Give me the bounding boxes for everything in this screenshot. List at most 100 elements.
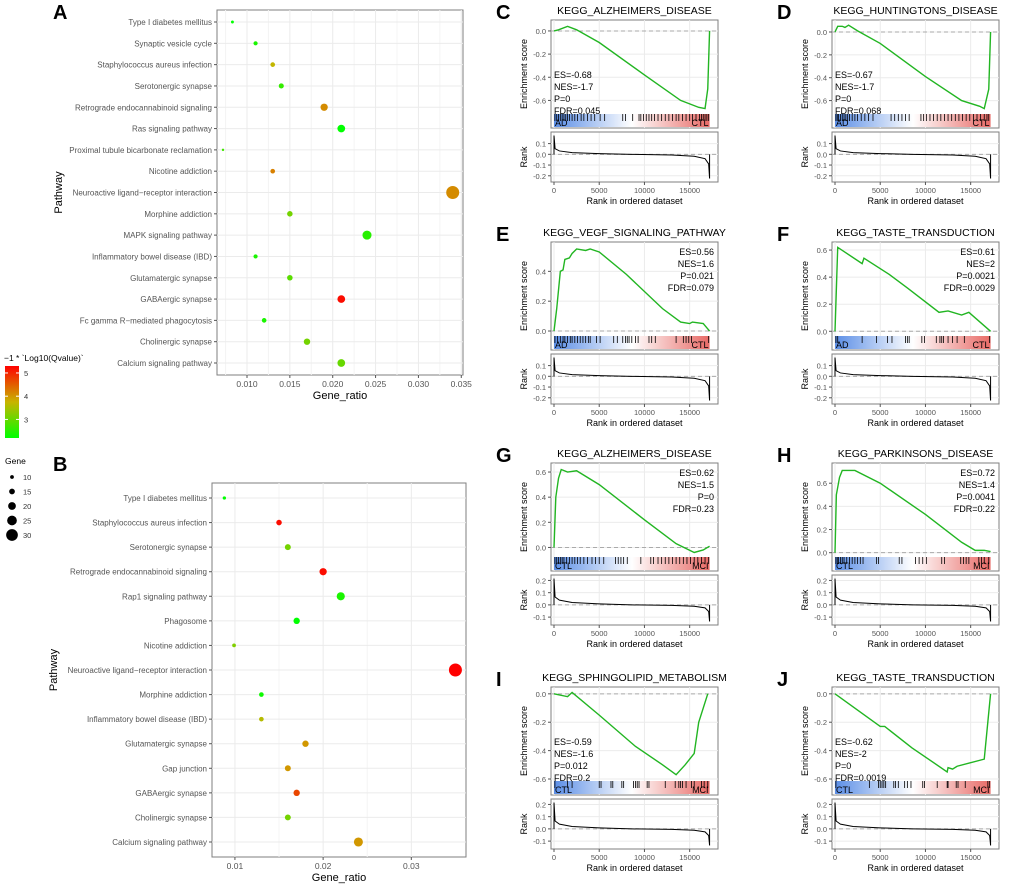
data-point (448, 663, 462, 677)
group-label-low: CTL (836, 561, 853, 571)
y-tick-label: -0.1 (533, 383, 546, 392)
pathway-label: Staphylococcus aureus infection (92, 519, 207, 528)
x-tick-label: 0 (552, 408, 556, 417)
x-axis-label: Rank in ordered dataset (867, 863, 964, 873)
x-axis-label: Rank in ordered dataset (586, 418, 683, 428)
pathway-label: Serotonergic synapse (135, 82, 213, 91)
pathway-label: Proximal tubule bicarbonate reclamation (69, 146, 212, 155)
x-tick-label: 15000 (679, 853, 700, 862)
data-point (232, 643, 236, 648)
pathway-label: Type I diabetes mellitus (123, 494, 207, 503)
y-tick-label: 0.6 (817, 479, 827, 488)
panel-letter: E (496, 224, 509, 246)
x-tick-label: 0 (552, 853, 556, 862)
y-tick-label: -0.6 (533, 96, 546, 105)
data-point (303, 338, 311, 345)
x-tick-label: 10000 (634, 408, 655, 417)
group-label-low: AD (836, 340, 849, 350)
enrichment-curve (834, 693, 992, 774)
group-label-high: MCI (973, 561, 990, 571)
stat-text: NES=-1.7 (554, 82, 593, 92)
x-axis-label: Rank in ordered dataset (867, 196, 964, 206)
pathway-label: Serotonergic synapse (130, 543, 208, 552)
panel-letter: J (777, 669, 788, 691)
data-point (319, 568, 327, 576)
pathway-label: GABAergic synapse (135, 789, 207, 798)
color-legend-title: −1 * `Log10(Qvalue)` (4, 353, 84, 363)
y-tick-label: 0.1 (817, 140, 827, 149)
y-axis-label-rank: Rank (519, 146, 529, 168)
data-point (287, 274, 293, 281)
y-axis-label: Enrichment score (519, 261, 529, 331)
stat-text: P=0 (554, 94, 570, 104)
gsea-panel-J: J KEGG_TASTE_TRANSDUCTION 0.0 -0.2 -0.4 -0.6 C… (777, 669, 1000, 873)
stat-text: ES=-0.67 (835, 70, 873, 80)
data-point (353, 837, 363, 847)
y-axis-label: Enrichment score (800, 39, 810, 109)
x-tick-label: 15000 (679, 186, 700, 195)
y-tick-label: 0.1 (817, 589, 827, 598)
size-legend-dot (9, 488, 15, 495)
x-tick-label: 0.030 (408, 379, 430, 389)
group-label-high: MCI (692, 561, 709, 571)
enrichment-curve (553, 691, 709, 776)
chart-title: KEGG_SPHINGOLIPID_METABOLISM (542, 672, 727, 684)
y-tick-label: -0.2 (533, 50, 546, 59)
data-point (302, 740, 309, 747)
group-label-low: CTL (555, 785, 572, 795)
x-tick-label: 5000 (591, 853, 608, 862)
pathway-label: Nicotine addiction (149, 167, 212, 176)
data-point (261, 318, 267, 323)
y-tick-label: 0.0 (536, 372, 546, 381)
x-tick-label: 0 (833, 186, 837, 195)
y-tick-label: 0.1 (817, 362, 827, 371)
y-axis-label: Enrichment score (800, 706, 810, 776)
y-tick-label: 0.0 (536, 543, 546, 552)
y-tick-label: -0.2 (533, 718, 546, 727)
x-tick-label: 10000 (634, 853, 655, 862)
y-tick-label: 0.2 (817, 800, 827, 809)
pathway-label: Ras signaling pathway (132, 125, 212, 134)
x-tick-label: 15000 (960, 853, 981, 862)
rank-panel (831, 353, 1000, 405)
stat-text: NES=1.6 (678, 259, 714, 269)
x-tick-label: 0 (552, 186, 556, 195)
gsea-panel-F: F KEGG_TASTE_TRANSDUCTION 0.0 0.2 0.4 0.6 AD CT… (777, 224, 1000, 428)
y-tick-label: -0.6 (533, 775, 546, 784)
data-point (293, 617, 300, 625)
y-tick-label: 0.0 (536, 327, 546, 336)
size-legend-title: Gene (5, 456, 26, 466)
chart-title: KEGG_VEGF_SIGNALING_PATHWAY (543, 227, 726, 239)
size-tick-label: 15 (23, 488, 31, 497)
pathway-label: Nicotine addiction (144, 641, 207, 650)
y-tick-label: 0.1 (536, 140, 546, 149)
data-point (278, 83, 284, 89)
x-tick-label: 0.010 (236, 379, 258, 389)
chart-title: KEGG_ALZHEIMERS_DISEASE (557, 448, 712, 460)
panel-letter: C (496, 2, 510, 24)
rank-metric-curve (834, 802, 992, 846)
x-tick-label: 15000 (679, 408, 700, 417)
x-tick-label: 10000 (634, 186, 655, 195)
y-tick-label: -0.6 (814, 775, 827, 784)
pathway-label: Retrograde endocannabinoid signaling (70, 568, 207, 577)
data-point (446, 186, 460, 199)
stat-text: FDR=0.045 (554, 106, 600, 116)
y-axis-label: Pathway (48, 648, 60, 691)
stat-text: ES=0.72 (960, 468, 995, 478)
gsea-panel-C: C KEGG_ALZHEIMERS_DISEASE 0.0 -0.2 -0.4 -0.6 A… (496, 2, 719, 206)
dotplot-panel-A: A 0.010 0.015 0.020 0.025 0.030 0.035 Type I di… (53, 2, 472, 402)
pathway-label: Gap junction (162, 764, 207, 773)
x-tick-label: 15000 (960, 629, 981, 638)
data-point (253, 254, 258, 259)
x-axis-label: Rank in ordered dataset (586, 639, 683, 649)
data-point (320, 103, 328, 111)
stat-text: P=0 (835, 94, 851, 104)
y-tick-label: -0.2 (533, 394, 546, 403)
size-legend-dot (10, 475, 14, 479)
group-label-high: CTL (973, 118, 990, 128)
panel-letter: I (496, 669, 502, 691)
y-tick-label: -0.4 (533, 747, 546, 756)
stat-text: NES=1.5 (678, 480, 714, 490)
y-tick-label: 0.0 (817, 690, 827, 699)
